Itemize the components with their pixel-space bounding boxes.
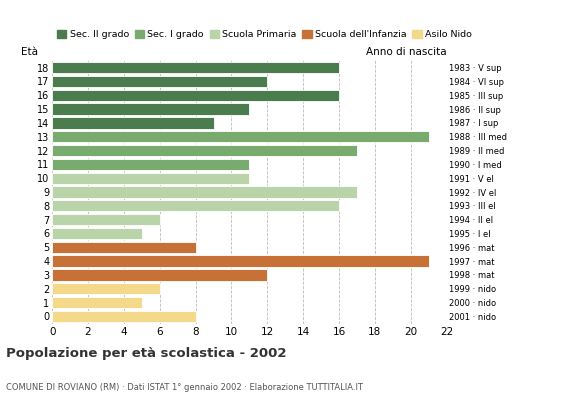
Legend: Sec. II grado, Sec. I grado, Scuola Primaria, Scuola dell'Infanzia, Asilo Nido: Sec. II grado, Sec. I grado, Scuola Prim… [57,30,472,40]
Bar [52,283,160,294]
Bar [52,214,160,225]
Bar [52,256,429,267]
Bar [52,76,267,87]
Bar [52,269,267,280]
Bar [52,159,249,170]
Text: Età: Età [21,47,38,57]
Bar [52,311,195,322]
Bar [52,131,429,142]
Text: COMUNE DI ROVIANO (RM) · Dati ISTAT 1° gennaio 2002 · Elaborazione TUTTITALIA.IT: COMUNE DI ROVIANO (RM) · Dati ISTAT 1° g… [6,383,363,392]
Bar [52,242,195,253]
Bar [52,117,213,128]
Bar [52,186,357,198]
Bar [52,90,339,101]
Text: Anno di nascita: Anno di nascita [366,47,447,57]
Bar [52,62,339,73]
Bar [52,297,142,308]
Bar [52,104,249,115]
Bar [52,200,339,212]
Text: Popolazione per età scolastica - 2002: Popolazione per età scolastica - 2002 [6,347,287,360]
Bar [52,228,142,239]
Bar [52,145,357,156]
Bar [52,172,249,184]
